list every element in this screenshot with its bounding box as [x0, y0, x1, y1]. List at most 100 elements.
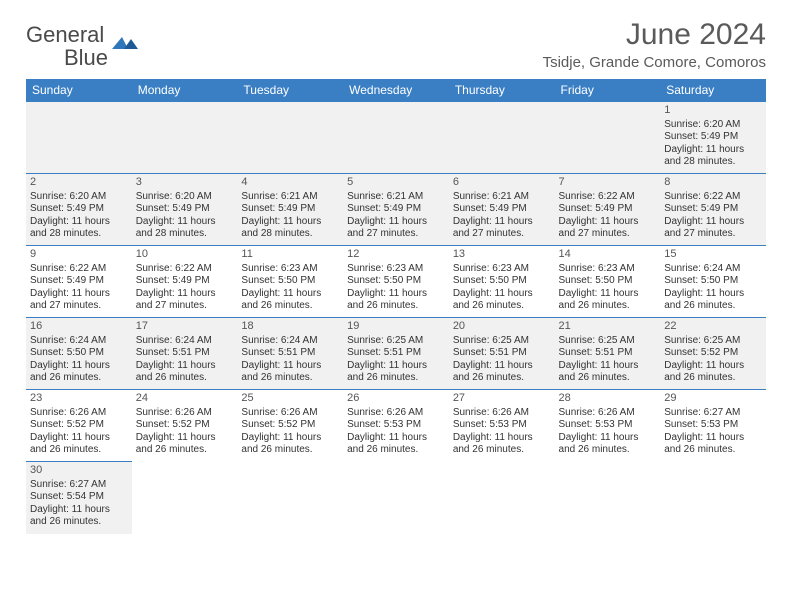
sunset-line: Sunset: 5:49 PM — [453, 203, 551, 216]
day-number: 21 — [559, 320, 657, 334]
calendar-day-cell: 13Sunrise: 6:23 AMSunset: 5:50 PMDayligh… — [449, 246, 555, 318]
calendar-empty-cell — [343, 462, 449, 534]
calendar-day-cell: 5Sunrise: 6:21 AMSunset: 5:49 PMDaylight… — [343, 174, 449, 246]
daylight-line: Daylight: 11 hours and 26 minutes. — [559, 432, 657, 457]
day-number: 23 — [30, 392, 128, 406]
day-number: 30 — [30, 464, 128, 478]
calendar-day-cell: 1Sunrise: 6:20 AMSunset: 5:49 PMDaylight… — [660, 102, 766, 174]
day-number: 10 — [136, 248, 234, 262]
daylight-line: Daylight: 11 hours and 28 minutes. — [30, 216, 128, 241]
brand-name-1: General — [26, 22, 104, 47]
sunrise-line: Sunrise: 6:22 AM — [559, 191, 657, 204]
day-number: 28 — [559, 392, 657, 406]
sunset-line: Sunset: 5:52 PM — [664, 347, 762, 360]
sunrise-line: Sunrise: 6:24 AM — [664, 263, 762, 276]
sunset-line: Sunset: 5:51 PM — [347, 347, 445, 360]
sunrise-line: Sunrise: 6:21 AM — [241, 191, 339, 204]
calendar-day-cell: 30Sunrise: 6:27 AMSunset: 5:54 PMDayligh… — [26, 462, 132, 534]
calendar-day-cell: 24Sunrise: 6:26 AMSunset: 5:52 PMDayligh… — [132, 390, 238, 462]
brand-logo: General Blue — [26, 18, 138, 70]
calendar-day-cell: 2Sunrise: 6:20 AMSunset: 5:49 PMDaylight… — [26, 174, 132, 246]
sunset-line: Sunset: 5:50 PM — [453, 275, 551, 288]
calendar-day-cell: 17Sunrise: 6:24 AMSunset: 5:51 PMDayligh… — [132, 318, 238, 390]
sunset-line: Sunset: 5:50 PM — [559, 275, 657, 288]
calendar-day-cell: 7Sunrise: 6:22 AMSunset: 5:49 PMDaylight… — [555, 174, 661, 246]
calendar-day-cell: 8Sunrise: 6:22 AMSunset: 5:49 PMDaylight… — [660, 174, 766, 246]
sunrise-line: Sunrise: 6:26 AM — [136, 407, 234, 420]
brand-name-2: Blue — [64, 45, 108, 70]
day-number: 1 — [664, 104, 762, 118]
calendar-empty-cell — [555, 462, 661, 534]
sunset-line: Sunset: 5:49 PM — [136, 275, 234, 288]
sunrise-line: Sunrise: 6:20 AM — [136, 191, 234, 204]
sunset-line: Sunset: 5:51 PM — [453, 347, 551, 360]
sunrise-line: Sunrise: 6:24 AM — [30, 335, 128, 348]
daylight-line: Daylight: 11 hours and 26 minutes. — [453, 288, 551, 313]
calendar-empty-cell — [132, 102, 238, 174]
calendar-empty-cell — [660, 462, 766, 534]
sunset-line: Sunset: 5:53 PM — [347, 419, 445, 432]
flag-icon — [112, 35, 138, 60]
sunrise-line: Sunrise: 6:23 AM — [347, 263, 445, 276]
sunrise-line: Sunrise: 6:20 AM — [664, 119, 762, 132]
day-number: 27 — [453, 392, 551, 406]
sunset-line: Sunset: 5:49 PM — [30, 203, 128, 216]
sunrise-line: Sunrise: 6:21 AM — [347, 191, 445, 204]
sunset-line: Sunset: 5:50 PM — [241, 275, 339, 288]
calendar-day-cell: 11Sunrise: 6:23 AMSunset: 5:50 PMDayligh… — [237, 246, 343, 318]
daylight-line: Daylight: 11 hours and 26 minutes. — [559, 288, 657, 313]
daylight-line: Daylight: 11 hours and 26 minutes. — [347, 288, 445, 313]
sunset-line: Sunset: 5:50 PM — [347, 275, 445, 288]
sunset-line: Sunset: 5:52 PM — [241, 419, 339, 432]
calendar-day-cell: 14Sunrise: 6:23 AMSunset: 5:50 PMDayligh… — [555, 246, 661, 318]
title-block: June 2024 Tsidje, Grande Comore, Comoros — [543, 18, 766, 71]
sunrise-line: Sunrise: 6:24 AM — [241, 335, 339, 348]
calendar-day-cell: 26Sunrise: 6:26 AMSunset: 5:53 PMDayligh… — [343, 390, 449, 462]
sunset-line: Sunset: 5:50 PM — [30, 347, 128, 360]
day-number: 20 — [453, 320, 551, 334]
sunrise-line: Sunrise: 6:25 AM — [347, 335, 445, 348]
sunrise-line: Sunrise: 6:22 AM — [30, 263, 128, 276]
day-number: 5 — [347, 176, 445, 190]
calendar-week-row: 9Sunrise: 6:22 AMSunset: 5:49 PMDaylight… — [26, 246, 766, 318]
calendar-empty-cell — [449, 462, 555, 534]
daylight-line: Daylight: 11 hours and 27 minutes. — [664, 216, 762, 241]
calendar-week-row: 2Sunrise: 6:20 AMSunset: 5:49 PMDaylight… — [26, 174, 766, 246]
sunset-line: Sunset: 5:50 PM — [664, 275, 762, 288]
sunset-line: Sunset: 5:52 PM — [30, 419, 128, 432]
sunset-line: Sunset: 5:49 PM — [559, 203, 657, 216]
sunset-line: Sunset: 5:53 PM — [453, 419, 551, 432]
sunset-line: Sunset: 5:53 PM — [559, 419, 657, 432]
sunset-line: Sunset: 5:54 PM — [30, 491, 128, 504]
daylight-line: Daylight: 11 hours and 26 minutes. — [136, 432, 234, 457]
sunrise-line: Sunrise: 6:21 AM — [453, 191, 551, 204]
calendar-day-cell: 22Sunrise: 6:25 AMSunset: 5:52 PMDayligh… — [660, 318, 766, 390]
sunrise-line: Sunrise: 6:26 AM — [30, 407, 128, 420]
weekday-header: Tuesday — [237, 79, 343, 102]
calendar-week-row: 23Sunrise: 6:26 AMSunset: 5:52 PMDayligh… — [26, 390, 766, 462]
day-number: 18 — [241, 320, 339, 334]
day-number: 22 — [664, 320, 762, 334]
calendar-day-cell: 20Sunrise: 6:25 AMSunset: 5:51 PMDayligh… — [449, 318, 555, 390]
daylight-line: Daylight: 11 hours and 26 minutes. — [453, 360, 551, 385]
sunrise-line: Sunrise: 6:20 AM — [30, 191, 128, 204]
daylight-line: Daylight: 11 hours and 28 minutes. — [241, 216, 339, 241]
daylight-line: Daylight: 11 hours and 26 minutes. — [136, 360, 234, 385]
daylight-line: Daylight: 11 hours and 26 minutes. — [241, 360, 339, 385]
daylight-line: Daylight: 11 hours and 26 minutes. — [30, 432, 128, 457]
calendar-empty-cell — [237, 102, 343, 174]
calendar-table: SundayMondayTuesdayWednesdayThursdayFrid… — [26, 79, 766, 534]
day-number: 2 — [30, 176, 128, 190]
sunrise-line: Sunrise: 6:26 AM — [347, 407, 445, 420]
day-number: 17 — [136, 320, 234, 334]
day-number: 14 — [559, 248, 657, 262]
daylight-line: Daylight: 11 hours and 27 minutes. — [30, 288, 128, 313]
sunset-line: Sunset: 5:52 PM — [136, 419, 234, 432]
sunrise-line: Sunrise: 6:27 AM — [664, 407, 762, 420]
sunrise-line: Sunrise: 6:23 AM — [453, 263, 551, 276]
day-number: 26 — [347, 392, 445, 406]
day-number: 15 — [664, 248, 762, 262]
sunset-line: Sunset: 5:53 PM — [664, 419, 762, 432]
day-number: 8 — [664, 176, 762, 190]
sunrise-line: Sunrise: 6:24 AM — [136, 335, 234, 348]
